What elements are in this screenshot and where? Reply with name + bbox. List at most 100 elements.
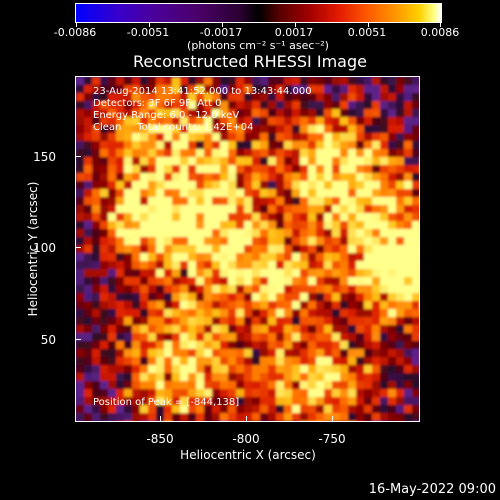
image-pixel [356,205,364,213]
image-pixel [212,341,220,349]
image-pixel [100,301,108,309]
image-pixel [188,269,196,277]
image-pixel [316,93,324,101]
image-pixel [244,213,252,221]
image-pixel [220,413,228,421]
image-pixel [220,125,228,133]
image-pixel [132,149,140,157]
image-pixel [252,109,260,117]
image-pixel [244,181,252,189]
image-pixel [228,173,236,181]
image-pixel [356,285,364,293]
image-pixel [284,221,292,229]
image-pixel [228,205,236,213]
image-pixel [124,357,132,365]
image-pixel [148,381,156,389]
image-pixel [316,309,324,317]
image-pixel [204,253,212,261]
image-pixel [276,93,284,101]
image-pixel [396,117,404,125]
image-pixel [140,333,148,341]
image-pixel [380,333,388,341]
image-pixel [388,365,396,373]
image-pixel [252,389,260,397]
image-pixel [132,309,140,317]
image-pixel [308,285,316,293]
image-pixel [116,373,124,381]
image-pixel [196,389,204,397]
image-pixel [396,93,404,101]
image-pixel [252,205,260,213]
image-pixel [324,397,332,405]
image-pixel [236,405,244,413]
image-pixel [140,197,148,205]
image-pixel [396,85,404,93]
image-pixel [204,389,212,397]
image-pixel [164,365,172,373]
image-pixel [340,237,348,245]
image-pixel [396,109,404,117]
image-pixel [308,117,316,125]
image-pixel [228,221,236,229]
image-pixel [260,285,268,293]
image-pixel [148,181,156,189]
image-pixel [348,205,356,213]
image-pixel [124,389,132,397]
image-pixel [108,173,116,181]
image-pixel [260,333,268,341]
image-pixel [340,373,348,381]
image-pixel [300,333,308,341]
image-pixel [228,117,236,125]
image-pixel [324,285,332,293]
image-pixel [292,301,300,309]
image-pixel [292,141,300,149]
image-pixel [212,325,220,333]
image-pixel [92,93,100,101]
image-pixel [180,349,188,357]
image-pixel [324,253,332,261]
image-pixel [244,253,252,261]
image-pixel [156,237,164,245]
image-pixel [252,237,260,245]
image-pixel [116,157,124,165]
image-pixel [228,349,236,357]
image-pixel [332,301,340,309]
image-pixel [212,309,220,317]
image-pixel [324,325,332,333]
image-pixel [252,165,260,173]
image-pixel [364,333,372,341]
image-pixel [244,93,252,101]
image-pixel [108,261,116,269]
image-pixel [260,197,268,205]
image-pixel [372,253,380,261]
image-pixel [236,341,244,349]
image-pixel [412,389,419,397]
image-pixel [356,125,364,133]
image-pixel [412,213,419,221]
image-pixel [124,325,132,333]
image-pixel [180,261,188,269]
image-pixel [316,285,324,293]
image-pixel [308,293,316,301]
image-pixel [412,237,419,245]
image-pixel [324,109,332,117]
image-pixel [156,349,164,357]
image-pixel [148,357,156,365]
image-pixel [292,293,300,301]
image-pixel [412,285,419,293]
image-pixel [332,93,340,101]
image-pixel [300,77,308,85]
image-pixel [220,101,228,109]
image-pixel [252,301,260,309]
image-pixel [84,261,92,269]
image-pixel [196,245,204,253]
image-pixel [348,261,356,269]
image-pixel [196,301,204,309]
image-pixel [252,269,260,277]
image-pixel [252,405,260,413]
image-pixel [212,381,220,389]
image-pixel [132,181,140,189]
image-pixel [164,229,172,237]
image-pixel [372,413,380,421]
image-pixel [396,229,404,237]
